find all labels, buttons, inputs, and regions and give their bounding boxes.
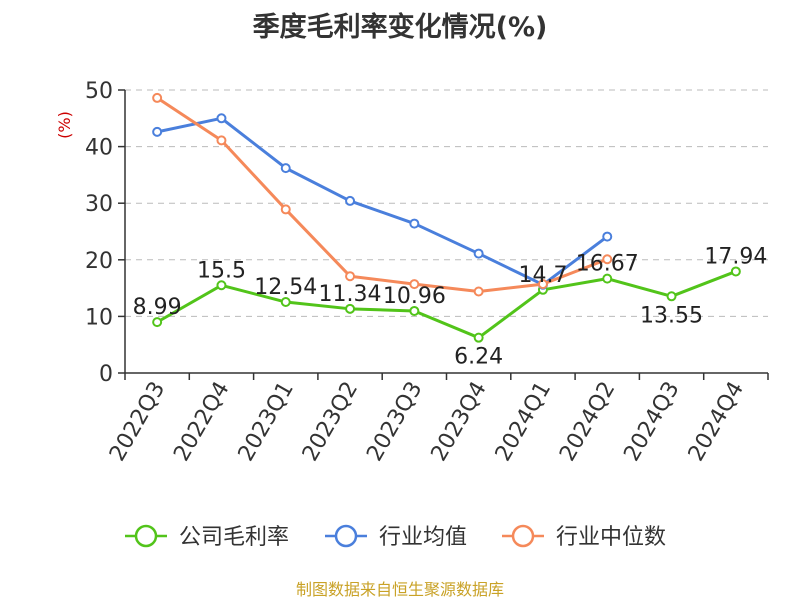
data-label: 6.24: [454, 345, 503, 370]
x-tick-label: 2022Q4: [169, 378, 234, 466]
data-point: [730, 266, 741, 277]
x-tick-label: 2023Q4: [427, 378, 492, 466]
data-point: [216, 280, 227, 291]
data-label: 8.99: [133, 295, 182, 320]
y-tick-label: 40: [85, 136, 113, 161]
data-label: 16.67: [576, 252, 639, 277]
data-point: [152, 317, 163, 328]
data-point: [409, 305, 420, 316]
x-tick-label: 2023Q2: [298, 378, 363, 466]
source-footnote: 制图数据来自恒生聚源数据库: [295, 580, 504, 599]
x-tick-label: 2024Q1: [491, 378, 556, 466]
x-tick-label: 2024Q4: [684, 378, 749, 466]
data-point: [537, 279, 548, 290]
legend-label: 行业均值: [379, 525, 467, 550]
legend: 公司毛利率 行业均值 行业中位数: [125, 524, 666, 550]
legend-label: 公司毛利率: [179, 525, 289, 550]
y-axis-unit-label: (%): [55, 111, 74, 139]
data-point: [345, 271, 356, 282]
chart-title: 季度毛利率变化情况(%): [252, 12, 548, 43]
x-tick-label: 2023Q1: [234, 378, 299, 466]
legend-marker: [334, 524, 358, 548]
y-tick-label: 50: [85, 79, 113, 104]
y-tick-label: 0: [99, 362, 113, 387]
series-layer: [152, 92, 741, 343]
data-point: [280, 204, 291, 215]
data-point: [216, 135, 227, 146]
data-point: [152, 92, 163, 103]
data-point: [473, 248, 484, 259]
data-point: [345, 195, 356, 206]
data-point: [602, 231, 613, 242]
legend-marker: [511, 524, 535, 548]
x-tick-label: 2023Q3: [362, 378, 427, 466]
data-point: [280, 163, 291, 174]
data-label: 15.5: [197, 258, 246, 283]
series-line: [156, 96, 608, 293]
y-tick-label: 10: [85, 305, 113, 330]
data-label: 13.55: [640, 303, 703, 328]
data-point: [280, 297, 291, 308]
data-label: 12.54: [254, 275, 317, 300]
data-label: 14.7: [518, 263, 567, 288]
data-label: 17.94: [704, 244, 767, 269]
legend-label: 行业中位数: [556, 525, 666, 550]
series-line: [156, 116, 609, 287]
data-point: [602, 273, 613, 284]
data-point: [602, 254, 613, 265]
data-point: [345, 303, 356, 314]
axis-layer: 01020304050(%)2022Q32022Q42023Q12023Q220…: [55, 79, 769, 466]
x-tick-label: 2022Q3: [105, 378, 170, 466]
data-point: [409, 218, 420, 229]
grid-layer: [125, 89, 768, 317]
data-label: 10.96: [383, 284, 446, 309]
data-point: [666, 291, 677, 302]
data-label: 11.34: [319, 282, 382, 307]
data-point: [152, 126, 163, 137]
data-point: [473, 332, 484, 343]
data-point: [409, 279, 420, 290]
series-line: [156, 270, 737, 340]
y-tick-label: 30: [85, 192, 113, 217]
legend-marker: [134, 524, 158, 548]
data-point: [473, 286, 484, 297]
y-tick-label: 20: [85, 249, 113, 274]
x-tick-label: 2024Q2: [555, 378, 620, 466]
x-tick-label: 2024Q3: [619, 378, 684, 466]
data-label-layer: 8.99 15.5 12.54 11.34 10.96 6.24 14.7 16.67 13.5…: [133, 244, 768, 369]
data-point: [216, 113, 227, 124]
